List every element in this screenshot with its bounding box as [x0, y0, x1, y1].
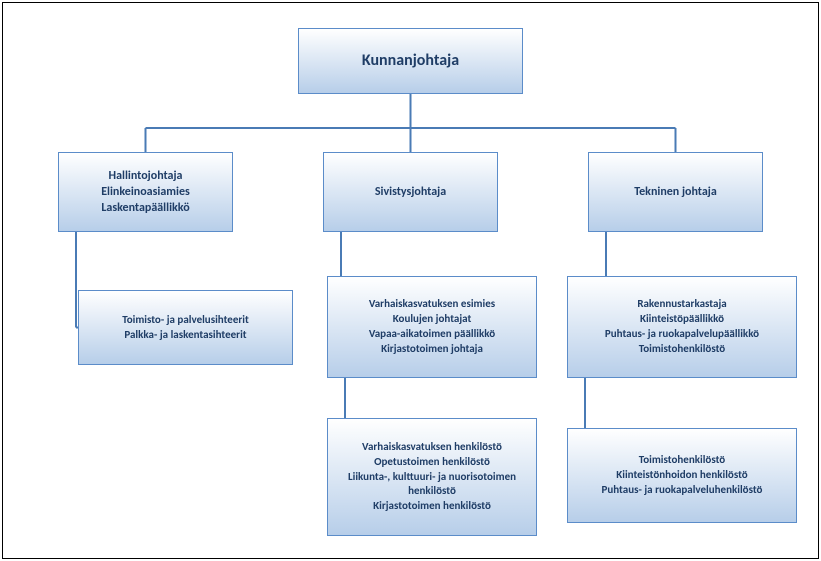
branch-2-level-0-line: Rakennustarkastaja: [637, 297, 726, 312]
branch-0-level-0-line: Toimisto- ja palvelusihteerit: [122, 313, 249, 328]
branch-1-level-0-line: Varhaiskasvatuksen esimies: [369, 297, 495, 312]
branch-1-level-1-line: Opetustoimen henkilöstö: [374, 455, 490, 470]
branch-2-level-1-line: Puhtaus- ja ruokapalveluhenkilöstö: [602, 483, 763, 498]
branch-0-level-0: Toimisto- ja palvelusihteeritPalkka- ja …: [78, 290, 293, 365]
branch-2-level-1-line: Kiinteistönhoidon henkilöstö: [616, 468, 747, 483]
branch-2-head-line: Tekninen johtaja: [634, 184, 717, 200]
branch-1-level-0-line: Koulujen johtajat: [393, 312, 472, 327]
branch-2-level-0-line: Kiinteistöpäällikkö: [640, 312, 724, 327]
branch-2-level-1-line: Toimistohenkilöstö: [639, 453, 725, 468]
branch-1-head-line: Sivistysjohtaja: [375, 184, 446, 200]
branch-0-head-line: Elinkeinoasiamies: [101, 184, 190, 200]
branch-1-level-1: Varhaiskasvatuksen henkilöstöOpetustoime…: [327, 418, 537, 536]
branch-0-head-line: Hallintojohtaja: [109, 168, 183, 184]
branch-0-head-line: Laskentapäällikkö: [101, 200, 189, 216]
org-chart-canvas: Kunnanjohtaja HallintojohtajaElinkeinoasi…: [0, 0, 821, 561]
branch-1-level-1-line: Liikunta-, kulttuuri- ja nuorisotoimen h…: [334, 470, 530, 500]
branch-1-level-0-line: Kirjastotoimen johtaja: [381, 342, 483, 357]
branch-2-level-0-line: Toimistohenkilöstö: [639, 342, 725, 357]
branch-2-level-0-line: Puhtaus- ja ruokapalvelupäällikkö: [605, 327, 759, 342]
branch-1-level-0-line: Vapaa-aikatoimen päällikkö: [369, 327, 495, 342]
branch-2-head: Tekninen johtaja: [588, 152, 763, 232]
branch-1-level-1-line: Kirjastotoimen henkilöstö: [373, 499, 491, 514]
branch-0-head: HallintojohtajaElinkeinoasiamiesLaskenta…: [58, 152, 233, 232]
branch-0-level-0-line: Palkka- ja laskentasihteerit: [124, 328, 246, 343]
branch-2-level-1: ToimistohenkilöstöKiinteistönhoidon henk…: [567, 428, 797, 523]
branch-1-head: Sivistysjohtaja: [323, 152, 498, 232]
branch-1-level-0: Varhaiskasvatuksen esimiesKoulujen johta…: [327, 276, 537, 378]
root-node-line: Kunnanjohtaja: [362, 50, 459, 72]
branch-1-level-1-line: Varhaiskasvatuksen henkilöstö: [362, 440, 502, 455]
branch-2-level-0: RakennustarkastajaKiinteistöpäällikköPuh…: [567, 276, 797, 378]
root-node: Kunnanjohtaja: [298, 28, 523, 94]
